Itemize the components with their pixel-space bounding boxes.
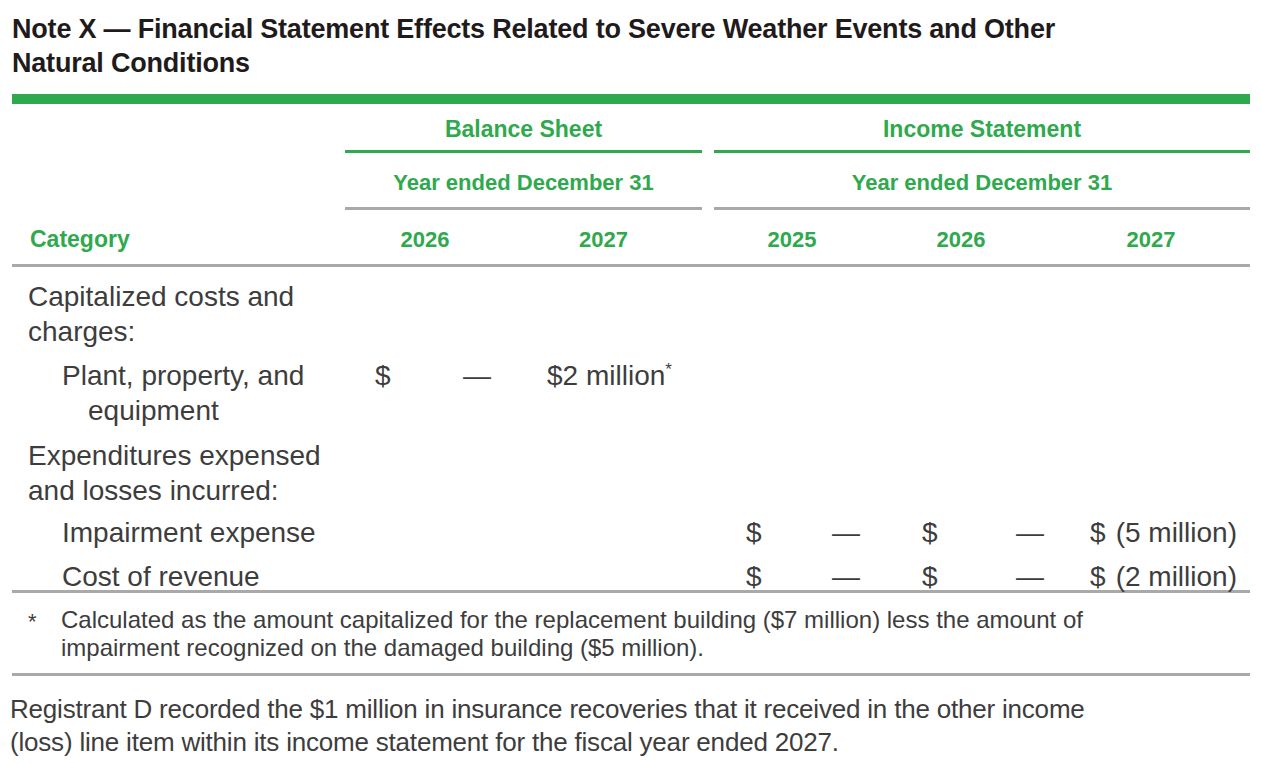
currency-symbol: $	[1090, 515, 1106, 550]
cell-cor-is-2027: $ (2 million)	[1052, 549, 1250, 594]
row-label-capitalized-costs: Capitalized costs and charges:	[12, 267, 345, 349]
table-row: Impairment expense $ — $ — $ (5 million)	[12, 504, 1250, 549]
amount-value: —	[1016, 559, 1044, 594]
year-gap	[702, 210, 714, 264]
group-gap	[702, 104, 714, 153]
balance-sheet-period: Year ended December 31	[345, 153, 702, 210]
footnote-marker: *	[28, 606, 61, 662]
note-document: Note X — Financial Statement Effects Rel…	[12, 0, 1250, 759]
green-divider-bar	[12, 94, 1250, 104]
currency-symbol: $	[547, 358, 563, 393]
amount-value: —	[1016, 515, 1044, 550]
row-label-expenditures-expensed: Expenditures expensed and losses incurre…	[12, 428, 345, 508]
currency-symbol: $	[922, 559, 938, 594]
cell-impairment-is-2027: $ (5 million)	[1052, 504, 1250, 550]
note-title: Note X — Financial Statement Effects Rel…	[12, 12, 1250, 80]
period-header-spacer	[12, 153, 345, 210]
balance-sheet-label: Balance Sheet	[445, 116, 602, 143]
table-group-header-row: Balance Sheet Income Statement	[12, 104, 1250, 153]
row-label-impairment-expense: Impairment expense	[12, 504, 345, 550]
income-statement-group-header: Income Statement	[714, 104, 1250, 153]
cell-cor-is-2026: $ —	[870, 549, 1052, 594]
category-column-header: Category	[12, 210, 345, 264]
row-label-plant-property-equipment: Plant, property, and equipment	[12, 348, 345, 428]
closing-paragraph: Registrant D recorded the $1 million in …	[10, 693, 1250, 759]
amount-value: —	[832, 559, 860, 594]
table-footnote: * Calculated as the amount capitalized f…	[12, 593, 1250, 676]
income-statement-period: Year ended December 31	[714, 153, 1250, 210]
is-year-2027-header: 2027	[1052, 210, 1250, 264]
cell-impairment-is-2025: $ —	[714, 504, 870, 550]
cell-ppe-bs-2027: $ 2 million*	[505, 348, 702, 428]
table-row: Expenditures expensed and losses incurre…	[12, 428, 1250, 504]
bs-year-2027-header: 2027	[505, 210, 702, 264]
table-row: Capitalized costs and charges:	[12, 267, 1250, 348]
table-row: Cost of revenue $ — $ — $ (2 million)	[12, 549, 1250, 593]
table-column-header-row: Category 2026 2027 2025 2026 2027	[12, 210, 1250, 267]
currency-symbol: $	[922, 515, 938, 550]
row-label-cost-of-revenue: Cost of revenue	[12, 549, 345, 594]
footnote-reference: *	[665, 360, 672, 379]
bs-year-2026-header: 2026	[345, 210, 505, 264]
currency-symbol: $	[746, 515, 762, 550]
cell-ppe-bs-2026: $ —	[345, 348, 505, 428]
amount-value: (5 million)	[1116, 515, 1237, 550]
table-period-header-row: Year ended December 31 Year ended Decemb…	[12, 153, 1250, 210]
cell-impairment-is-2026: $ —	[870, 504, 1052, 550]
period-gap	[702, 153, 714, 210]
is-year-2025-header: 2025	[714, 210, 870, 264]
amount-value: 2 million*	[563, 358, 672, 393]
income-statement-label: Income Statement	[883, 116, 1081, 143]
note-title-line2: Natural Conditions	[12, 48, 250, 78]
group-header-spacer	[12, 104, 345, 153]
footnote-text: Calculated as the amount capitalized for…	[61, 606, 1083, 662]
cell-cor-is-2025: $ —	[714, 549, 870, 594]
amount-value: —	[463, 358, 491, 393]
note-title-line1: Note X — Financial Statement Effects Rel…	[12, 14, 1055, 44]
amount-value: —	[832, 515, 860, 550]
table-row: Plant, property, and equipment $ — $ 2 m…	[12, 348, 1250, 428]
currency-symbol: $	[375, 358, 391, 393]
currency-symbol: $	[746, 559, 762, 594]
currency-symbol: $	[1090, 559, 1106, 594]
amount-value: (2 million)	[1116, 559, 1237, 594]
balance-sheet-group-header: Balance Sheet	[345, 104, 702, 153]
is-year-2026-header: 2026	[870, 210, 1052, 264]
